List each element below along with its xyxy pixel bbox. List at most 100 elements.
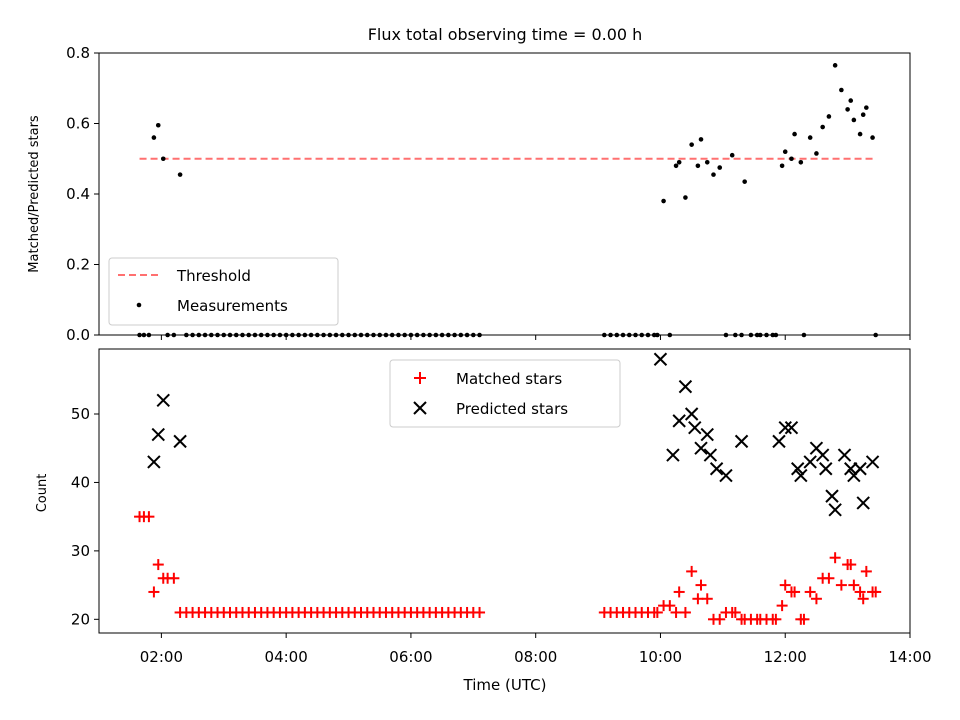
predicted-star-point: [151, 427, 165, 442]
matched-star-point: [474, 606, 486, 618]
bottom-legend: Matched stars Predicted stars: [389, 359, 621, 428]
x-tick-label: 12:00: [764, 648, 807, 666]
legend-matched-label: Matched stars: [456, 370, 562, 388]
matched-star-point: [686, 565, 698, 577]
matched-star-point: [810, 593, 822, 605]
predicted-star-point: [694, 441, 708, 455]
chart-title: Flux total observing time = 0.00 h: [368, 25, 643, 44]
predicted-star-point: [828, 503, 842, 517]
measurement-point: [177, 172, 183, 177]
measurement-point: [160, 156, 166, 162]
matched-star-point: [143, 511, 155, 523]
predicted-star-point: [672, 414, 686, 428]
bottom-axes-frame: [98, 348, 911, 634]
matched-star-point: [789, 586, 801, 598]
measurement-point: [673, 163, 679, 169]
top-y-tick-label: 0.8: [66, 44, 90, 62]
bottom-y-tick-label: 20: [71, 610, 90, 628]
matched-star-point: [664, 600, 676, 612]
matched-star-point: [860, 565, 872, 577]
matched-star-point: [651, 606, 663, 618]
measurement-point: [717, 165, 723, 170]
matched-star-point: [835, 579, 847, 591]
bottom-y-tick-label: 30: [71, 542, 90, 560]
matched-star-point: [823, 572, 835, 584]
matched-star-point: [673, 586, 685, 598]
predicted-star-point: [853, 462, 867, 476]
predicted-star-point: [678, 379, 693, 394]
measurement-point: [848, 98, 854, 103]
x-tick-label: 06:00: [389, 648, 432, 666]
predicted-star-point: [709, 462, 724, 476]
matched-star-point: [695, 579, 707, 591]
measurement-point: [832, 63, 838, 68]
legend-matched-swatch: [414, 372, 426, 384]
predicted-star-point: [688, 420, 702, 435]
legend-box: [108, 257, 339, 326]
matched-star-point: [854, 586, 866, 598]
measurement-point: [689, 142, 694, 147]
matched-star-point: [779, 579, 791, 591]
predicted-star-point: [703, 448, 718, 462]
measurement-point: [857, 131, 863, 137]
matched-star-point: [770, 613, 782, 625]
predicted-star-point: [794, 468, 808, 483]
matched-star-point: [670, 606, 682, 618]
measurement-point: [820, 124, 825, 130]
matched-star-point: [729, 606, 741, 618]
measurement-point: [729, 152, 735, 158]
bottom-panel: Count Time (UTC) 20 30 40 50 02:00 04:00 06:00…: [35, 348, 932, 694]
measurement-point: [839, 87, 844, 93]
x-tick-label: 04:00: [265, 648, 308, 666]
top-y-tick-label: 0.6: [66, 115, 90, 133]
matched-star-point: [692, 593, 704, 605]
predicted-star-point: [147, 455, 161, 469]
measurement-point: [814, 151, 819, 156]
predicted-star-point: [825, 489, 839, 503]
measurement-point: [661, 198, 666, 204]
predicted-star-point: [700, 427, 714, 442]
matched-star-point: [152, 559, 164, 571]
measurement-point: [864, 105, 869, 110]
measurement-point: [151, 135, 157, 140]
legend-measurements-label: Measurements: [177, 297, 288, 315]
matched-star-point: [870, 586, 882, 598]
matched-star-point: [804, 586, 816, 598]
measurement-point: [695, 163, 701, 169]
matched-star-point: [168, 572, 180, 584]
predicted-star-point: [778, 420, 792, 435]
x-tick-label: 14:00: [888, 648, 931, 666]
measurement-point: [845, 107, 850, 112]
matched-star-point: [845, 559, 857, 571]
measurement-point: [155, 122, 161, 128]
matched-star-point: [776, 600, 788, 612]
matched-star-point: [714, 613, 726, 625]
top-axis: 0.0 0.2 0.4 0.6 0.8: [66, 44, 911, 344]
measurement-point: [860, 112, 866, 117]
predicted-star-point: [666, 448, 680, 462]
predicted-star-point: [784, 420, 799, 435]
top-panel: Flux total observing time = 0.00 h Match…: [27, 25, 911, 344]
top-y-axis-label: Matched/Predicted stars: [27, 115, 42, 273]
top-y-tick-label: 0.0: [66, 326, 90, 344]
bottom-y-tick-label: 40: [71, 473, 90, 491]
measurement-point: [698, 137, 704, 142]
predicted-star-point: [819, 462, 833, 476]
matched-star-point: [148, 586, 160, 598]
predicted-star-point: [791, 462, 805, 476]
legend-predicted-swatch: [413, 401, 427, 415]
measurement-point: [779, 163, 785, 169]
predicted-star-point: [653, 352, 668, 366]
legend-threshold-label: Threshold: [176, 267, 251, 285]
predicted-star-point: [772, 434, 786, 449]
predicted-star-point: [815, 448, 830, 462]
measurement-point: [742, 179, 747, 184]
legend-box: [389, 359, 621, 428]
x-tick-label: 10:00: [639, 648, 682, 666]
measurement-point: [782, 149, 788, 154]
matched-star-point: [679, 606, 691, 618]
x-tick-label: 02:00: [140, 648, 183, 666]
measurement-point: [826, 114, 832, 119]
predicted-star-point: [719, 468, 733, 483]
